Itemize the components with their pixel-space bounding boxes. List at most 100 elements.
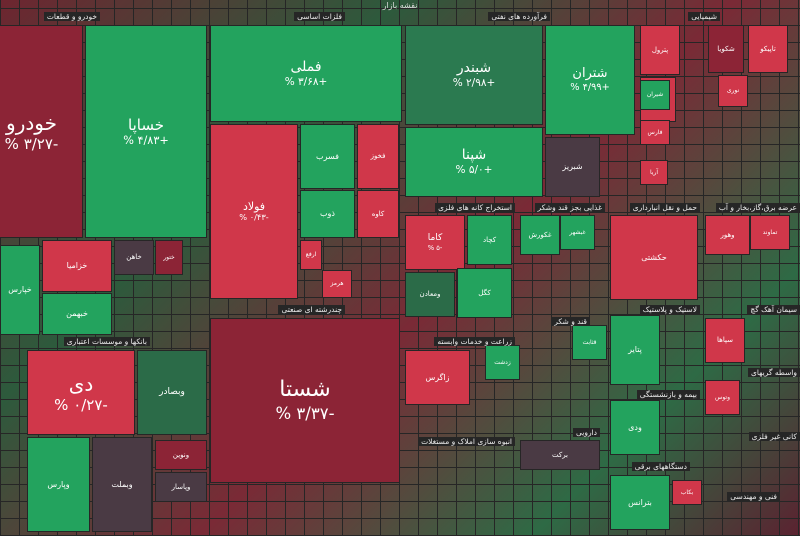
stock-name: هرمز bbox=[330, 280, 344, 288]
stock-name: غکورش bbox=[528, 230, 552, 239]
stock-name: تماوند bbox=[762, 228, 778, 236]
sector-label: خودرو و قطعات bbox=[43, 12, 100, 21]
stock-name: بترانس bbox=[628, 497, 652, 507]
stock-tile: شبندر +۲/۹۸ % bbox=[405, 25, 543, 125]
sector-label: واسطه گریهای bbox=[748, 368, 800, 377]
stock-name: وپارس bbox=[47, 479, 70, 489]
stock-name: پتایر bbox=[628, 345, 642, 355]
stock-name: وبصادر bbox=[159, 387, 185, 398]
sector-label: غذایی بجز قند وشکر bbox=[534, 203, 605, 212]
stock-name: حکشتی bbox=[641, 252, 667, 262]
stock-tile: خودرو -۳/۲۷ % bbox=[0, 25, 83, 238]
stock-name: تاپیکو bbox=[760, 44, 776, 53]
sector-label: سیمان آهک گچ bbox=[747, 305, 800, 314]
stock-tile: ختور bbox=[155, 240, 183, 275]
stock-name: ودی bbox=[628, 422, 642, 432]
stock-name: بکاب bbox=[680, 488, 694, 496]
stock-name: وتوس bbox=[715, 393, 730, 401]
sector-label: کانی غیر فلزی bbox=[748, 432, 800, 441]
sector-label: بانکها و موسسات اعتباری bbox=[63, 337, 150, 346]
stock-name: غبشهر bbox=[569, 228, 586, 236]
sector-label: استخراج کانه های فلزی bbox=[435, 203, 515, 212]
sector-label: فنی و مهندسی bbox=[727, 492, 780, 501]
stock-name: برکت bbox=[551, 450, 569, 459]
stock-name: خپارس bbox=[8, 285, 32, 295]
stock-tile: ذوب bbox=[300, 190, 355, 238]
stock-name: وپاسار bbox=[171, 482, 191, 491]
stock-name: فولاد bbox=[242, 199, 266, 213]
stock-name: کچاد bbox=[482, 235, 497, 244]
stock-change: -۵ % bbox=[427, 243, 443, 252]
stock-tile: زدشت bbox=[485, 345, 520, 380]
stock-tile: سپاها bbox=[705, 318, 745, 363]
stock-tile: تماوند bbox=[750, 215, 790, 250]
sector-label: قند و شکر bbox=[551, 317, 590, 326]
stock-tile: حکشتی bbox=[610, 215, 698, 300]
stock-name: خساپا bbox=[128, 115, 164, 134]
stock-tile: کگل bbox=[457, 268, 512, 318]
stock-tile: فولاد -۰/۴۳ % bbox=[210, 124, 298, 299]
stock-tile: خساپا +۴/۸۳ % bbox=[85, 25, 207, 238]
stock-name: شکویا bbox=[717, 44, 735, 53]
stock-tile: شیران bbox=[640, 80, 670, 110]
stock-name: شبریز bbox=[562, 162, 583, 172]
stock-tile: پتایر bbox=[610, 315, 660, 385]
stock-name: شیران bbox=[646, 91, 664, 99]
stock-name: فخوز bbox=[370, 152, 386, 161]
stock-tile: فخوز bbox=[357, 124, 399, 189]
stock-tile: خبهمن bbox=[42, 293, 112, 335]
stock-tile: کاوه bbox=[357, 190, 399, 238]
stock-name: خزامیا bbox=[66, 261, 88, 271]
stock-tile: بترانس bbox=[610, 475, 670, 530]
stock-name: سپاها bbox=[717, 336, 733, 345]
stock-tile: وپاسار bbox=[155, 472, 207, 502]
stock-tile: هرمز bbox=[322, 270, 352, 298]
stock-name: آریا bbox=[649, 168, 659, 176]
stock-tile: فسرب bbox=[300, 124, 355, 189]
stock-tile: کچاد bbox=[467, 215, 512, 265]
stock-name: زاگرس bbox=[425, 372, 450, 382]
stock-name: قثابت bbox=[582, 338, 597, 346]
stock-tile: خپارس bbox=[0, 245, 40, 335]
stock-tile: کاما -۵ % bbox=[405, 215, 465, 270]
stock-tile: وپارس bbox=[27, 437, 90, 532]
stock-tile: تاپیکو bbox=[748, 25, 788, 73]
stock-tile: قثابت bbox=[572, 325, 607, 360]
stock-change: +۴/۸۳ % bbox=[123, 133, 169, 147]
sector-label: زراعت و خدمات وابسته bbox=[434, 337, 515, 346]
sector-label: انبوه سازی املاک و مستغلات bbox=[418, 437, 515, 446]
stock-change: -۳/۳۷ % bbox=[275, 403, 335, 423]
stock-name: پترول bbox=[651, 45, 669, 54]
sector-label: چندرشته ای صنعتی bbox=[278, 305, 345, 314]
stock-name: خاهن bbox=[126, 253, 142, 262]
stock-name: فارس bbox=[647, 128, 663, 136]
stock-name: کاما bbox=[427, 233, 443, 244]
stock-tile: شستا -۳/۳۷ % bbox=[210, 318, 400, 483]
stock-name: شستا bbox=[279, 377, 331, 403]
sector-label: عرضه برق،گاز،بخار و آب bbox=[715, 203, 800, 212]
stock-tile: خزامیا bbox=[42, 240, 112, 292]
stock-tile: غبشهر bbox=[560, 215, 595, 250]
stock-tile: بکاب bbox=[672, 480, 702, 505]
stock-name: دی bbox=[68, 371, 94, 396]
stock-change: +۳/۶۸ % bbox=[284, 75, 328, 88]
stock-change: +۲/۹۸ % bbox=[452, 77, 496, 90]
stock-name: ومعادن bbox=[419, 290, 441, 299]
stock-tile: دی -۰/۲۷ % bbox=[27, 350, 135, 435]
sector-label: دستگاههای برقی bbox=[631, 462, 690, 471]
stock-tile: شپنا +۵/۰ % bbox=[405, 127, 543, 197]
stock-name: ذوب bbox=[320, 209, 335, 219]
map-title: نقشه بازار bbox=[382, 1, 418, 10]
stock-tile: وهور bbox=[705, 215, 750, 255]
stock-tile: پترول bbox=[640, 25, 680, 75]
stock-tile: ونوین bbox=[155, 440, 207, 470]
stock-name: وبملت bbox=[111, 479, 133, 489]
stock-tile: برکت bbox=[520, 440, 600, 470]
stock-tile: ارفع bbox=[300, 240, 322, 270]
sector-label: فرآورده های نفتی bbox=[488, 12, 550, 21]
stock-name: فملی bbox=[290, 58, 322, 75]
stock-name: خودرو bbox=[6, 110, 57, 135]
stock-change: -۳/۲۷ % bbox=[4, 134, 59, 153]
sector-label: بیمه و بازنشستگی bbox=[636, 390, 700, 399]
